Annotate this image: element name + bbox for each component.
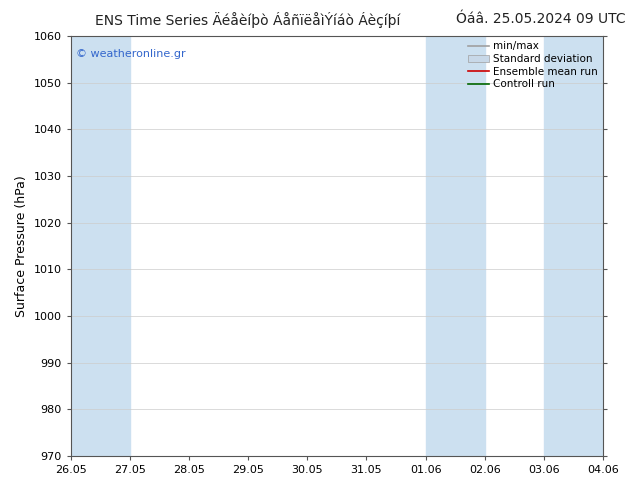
Bar	[425, 36, 485, 456]
Text: © weatheronline.gr: © weatheronline.gr	[76, 49, 186, 59]
Bar	[544, 36, 603, 456]
Bar	[71, 36, 130, 456]
Text: Óáâ. 25.05.2024 09 UTC: Óáâ. 25.05.2024 09 UTC	[456, 12, 626, 26]
Y-axis label: Surface Pressure (hPa): Surface Pressure (hPa)	[15, 175, 28, 317]
Legend: min/max, Standard deviation, Ensemble mean run, Controll run: min/max, Standard deviation, Ensemble me…	[466, 39, 600, 91]
Text: ENS Time Series Äéåèíþò ÁåñïëåìÝíáò Áèçíþí: ENS Time Series Äéåèíþò ÁåñïëåìÝíáò Áèçí…	[95, 12, 401, 28]
